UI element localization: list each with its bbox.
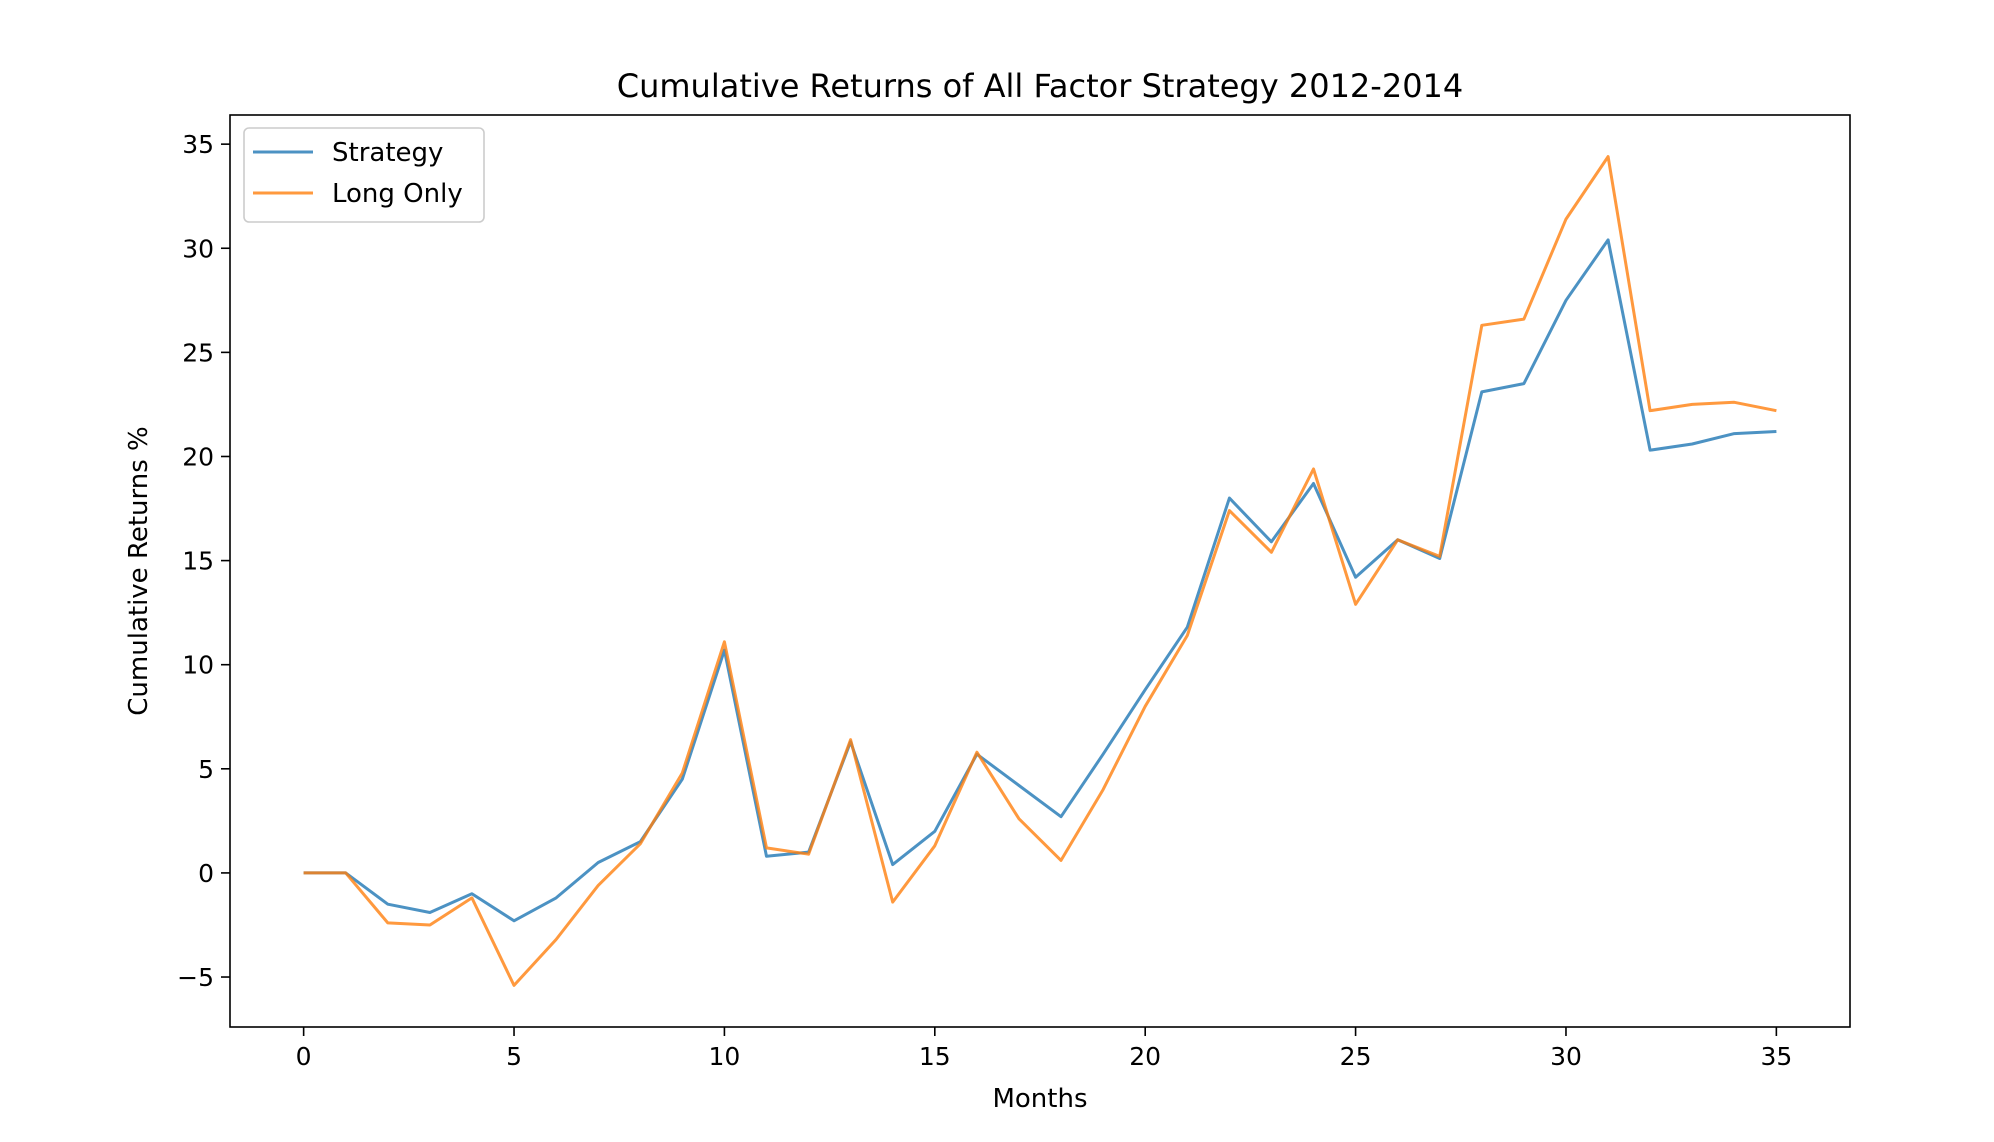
legend-label-strategy: Strategy (332, 138, 443, 168)
x-axis-label: Months (992, 1084, 1087, 1114)
legend-label-long-only: Long Only (332, 179, 463, 209)
y-tick-label: 15 (182, 547, 214, 576)
x-tick-label: 15 (919, 1042, 951, 1071)
axis-ticks: 0 5 10 15 20 25 30 35 −5 0 5 10 15 20 25 30 35 (177, 130, 1792, 1071)
y-tick-label: 25 (182, 338, 214, 367)
series-line-strategy (303, 238, 1777, 923)
y-tick-label: 10 (182, 651, 214, 680)
x-tick-label: 5 (506, 1042, 522, 1071)
x-tick-label: 0 (296, 1042, 312, 1071)
y-tick-label: 20 (182, 442, 214, 471)
y-tick-label: 30 (182, 234, 214, 263)
y-tick-label: 5 (198, 755, 214, 784)
x-tick-label: 10 (709, 1042, 741, 1071)
x-tick-label: 25 (1340, 1042, 1372, 1071)
legend: Strategy Long Only (243, 127, 485, 223)
y-tick-label: 35 (182, 130, 214, 159)
y-tick-label: 0 (198, 859, 214, 888)
y-tick-label: −5 (177, 963, 214, 992)
series-line-long-only (303, 155, 1777, 987)
series-layer (303, 155, 1777, 987)
plot-area (229, 114, 1851, 1028)
chart-title: Cumulative Returns of All Factor Strateg… (617, 67, 1464, 105)
x-tick-label: 35 (1760, 1042, 1792, 1071)
x-tick-label: 30 (1550, 1042, 1582, 1071)
x-tick-label: 20 (1129, 1042, 1161, 1071)
y-axis-label: Cumulative Returns % (124, 426, 154, 715)
